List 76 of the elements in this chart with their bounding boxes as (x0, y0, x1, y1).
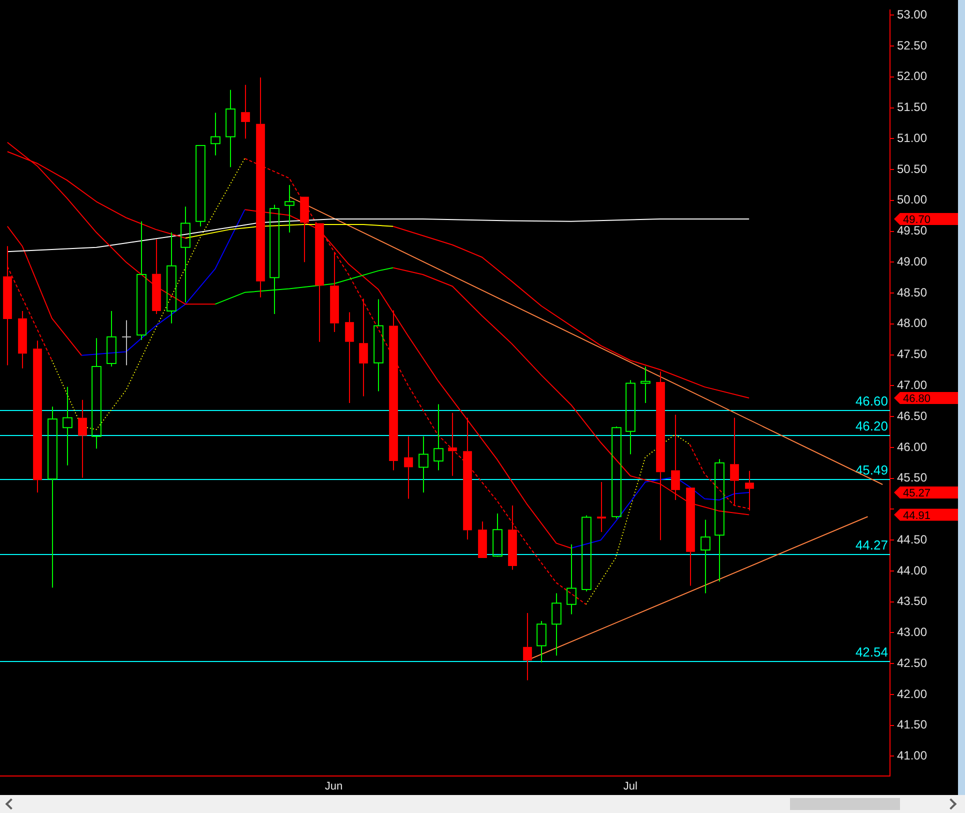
candlestick (478, 521, 487, 558)
y-tick-label: 41.00 (897, 748, 928, 763)
y-tick-label: 47.00 (897, 378, 928, 392)
candlestick (241, 84, 250, 140)
y-tick-label: 53.00 (897, 7, 928, 22)
y-tick-label: 51.50 (897, 100, 928, 114)
candlestick (33, 340, 42, 494)
y-tick-label: 42.50 (897, 656, 928, 670)
candlestick (196, 144, 206, 227)
candlestick (18, 310, 27, 369)
candlestick (418, 436, 428, 494)
ref-line-label: 46.60 (855, 394, 888, 409)
y-tick-label: 43.50 (897, 594, 928, 608)
candlestick (566, 544, 576, 615)
candlestick (404, 436, 413, 500)
y-tick-label: 42.00 (897, 686, 928, 701)
y-tick-label: 48.00 (897, 316, 928, 330)
candlestick (597, 482, 606, 533)
candlestick (345, 312, 354, 404)
candlestick (166, 232, 176, 324)
candlestick (106, 310, 116, 368)
y-tick-label: 46.00 (897, 440, 928, 454)
candlestick (389, 310, 398, 471)
x-tick-label: Jun (324, 780, 343, 793)
text: 44.91 (903, 510, 931, 522)
candlestick (463, 417, 472, 540)
candlestick (284, 184, 294, 234)
y-tick-label: 44.50 (897, 532, 928, 546)
candlestick (315, 223, 324, 342)
text: 45.27 (903, 488, 931, 500)
y-tick-label: 49.00 (897, 254, 928, 268)
candlestick (671, 414, 680, 500)
y-tick-label: 50.50 (897, 162, 928, 176)
candlestick (434, 404, 444, 471)
y-tick-label: 52.00 (897, 69, 928, 84)
y-tick-label: 46.50 (897, 408, 928, 423)
candlestick (122, 320, 132, 366)
y-tick-label: 43.00 (897, 625, 928, 640)
candlestick (92, 338, 102, 450)
candlestick (552, 592, 562, 656)
x-tick-label: Jul (623, 780, 638, 793)
candlestick (492, 513, 502, 557)
y-tick-label: 41.50 (897, 718, 928, 732)
candlestick (626, 380, 636, 455)
text: 49.70 (903, 214, 931, 226)
candlestick (226, 89, 236, 168)
y-tick-label: 50.00 (897, 192, 928, 207)
y-tick-label: 47.50 (897, 347, 928, 362)
ref-line-label: 44.27 (855, 538, 888, 553)
candlestick (700, 519, 710, 594)
ref-line-label: 45.49 (855, 462, 888, 478)
candlestick (508, 505, 517, 570)
ref-line-label: 42.54 (855, 644, 888, 660)
y-tick-label: 52.50 (897, 38, 928, 52)
line-series (585, 434, 690, 605)
text: 46.80 (903, 393, 931, 406)
y-tick-label: 48.50 (897, 285, 928, 300)
candlestick (210, 112, 220, 156)
ref-line-label: 46.20 (855, 418, 888, 434)
candlestick (180, 206, 190, 303)
candlestick (714, 458, 724, 582)
y-tick-label: 49.50 (897, 224, 928, 238)
candlestick (536, 620, 546, 663)
candlestick (48, 406, 58, 588)
candlestick (136, 220, 146, 340)
y-tick-label: 51.00 (897, 130, 928, 145)
candlestick (374, 298, 384, 392)
candlestick (448, 412, 457, 476)
candlestick (640, 366, 650, 404)
y-tick-label: 44.00 (897, 563, 928, 578)
candlestick (62, 386, 72, 466)
candlestick (330, 252, 339, 332)
candlestick (78, 399, 87, 478)
candlestick (359, 298, 368, 397)
y-tick-label: 45.50 (897, 470, 928, 485)
candlestick (523, 612, 532, 681)
